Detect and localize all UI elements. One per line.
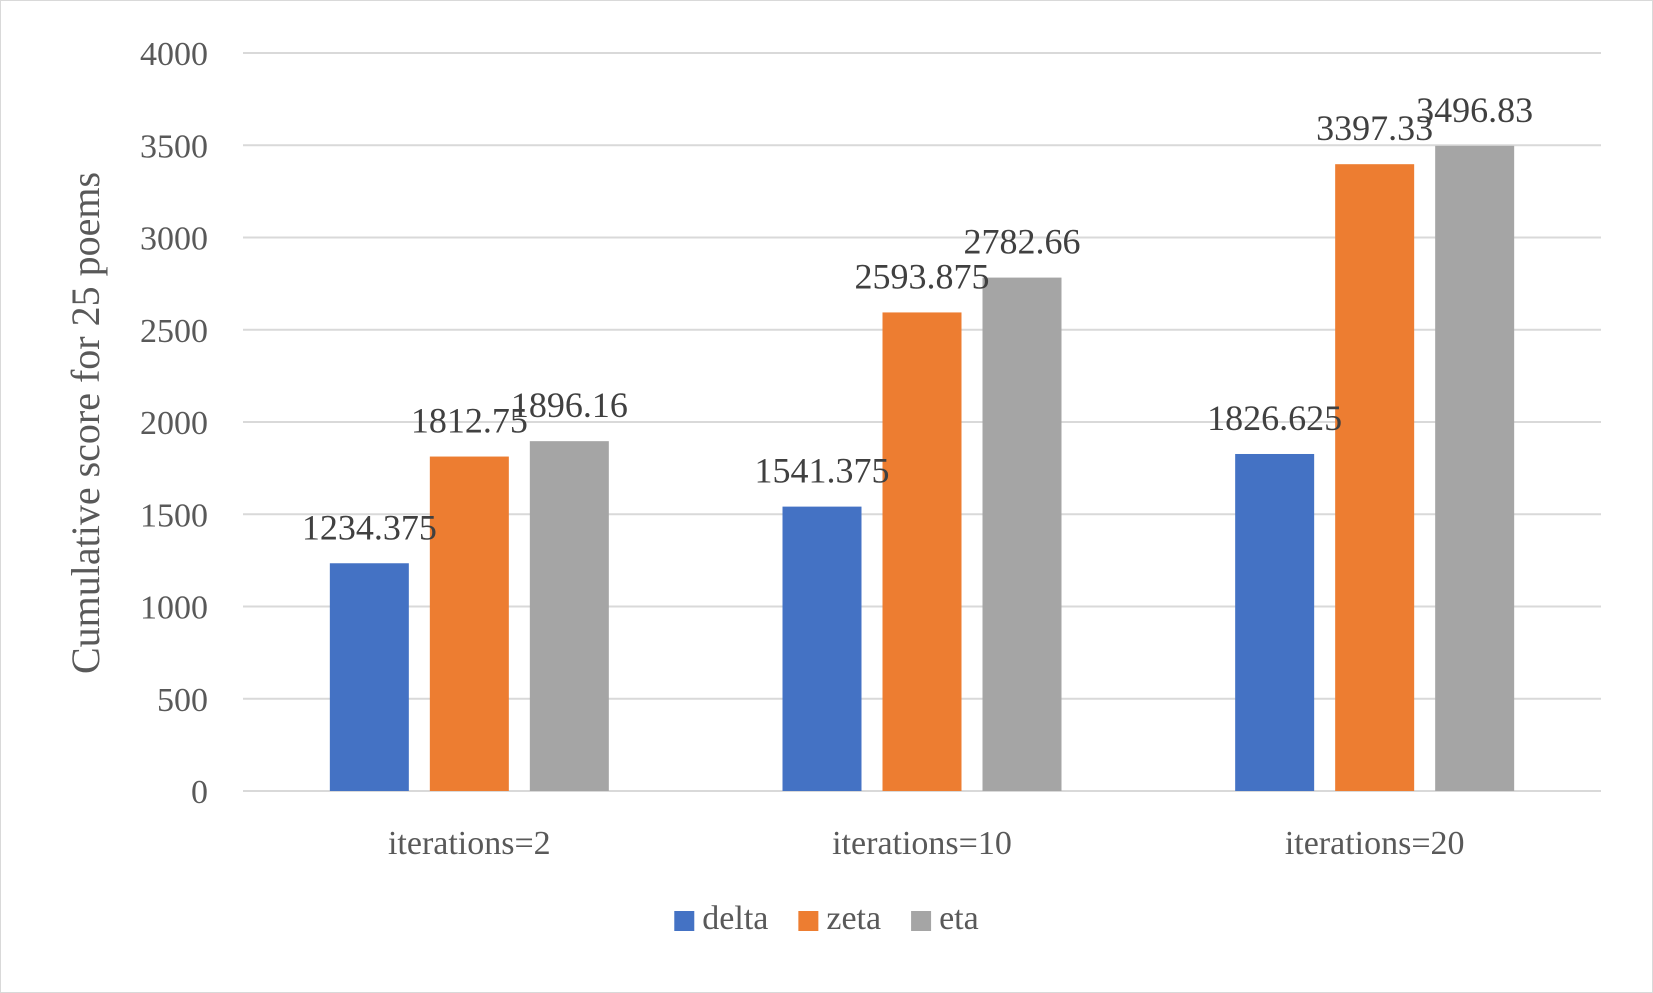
data-label: 1896.16 [511, 385, 628, 425]
bar-eta [529, 441, 609, 791]
y-tick-label: 2500 [140, 313, 208, 350]
y-axis-ticks: 0 500 1000 1500 2000 2500 3000 3500 4000 [140, 36, 208, 811]
legend-label-eta: eta [939, 900, 979, 937]
legend-swatch-zeta [798, 911, 819, 931]
legend-label-zeta: zeta [826, 900, 881, 937]
bar-delta [329, 563, 409, 791]
x-axis-categories: iterations=2 iterations=10 iterations=20 [388, 825, 1465, 862]
legend-swatch-eta [911, 911, 932, 931]
data-label: 1541.375 [755, 451, 890, 491]
y-tick-label: 500 [157, 682, 208, 719]
data-label: 3397.33 [1316, 108, 1433, 148]
y-tick-label: 0 [191, 774, 208, 811]
data-label: 1826.625 [1207, 398, 1342, 438]
bar-zeta [1335, 164, 1415, 791]
y-axis-title: Cumulative score for 25 poems [63, 172, 108, 674]
bar-eta [982, 277, 1062, 791]
data-label: 2782.66 [964, 222, 1081, 262]
bars [329, 145, 1515, 792]
bar-zeta [429, 456, 509, 791]
y-tick-label: 1000 [140, 590, 208, 627]
legend-label-delta: delta [702, 900, 768, 937]
x-category-label: iterations=20 [1285, 825, 1465, 862]
data-label: 1812.75 [411, 401, 528, 441]
bar-zeta [882, 312, 962, 791]
data-label: 1234.375 [302, 507, 437, 547]
bar-delta [1235, 453, 1315, 791]
legend: delta zeta eta [674, 900, 979, 937]
x-category-label: iterations=10 [832, 825, 1012, 862]
y-tick-label: 3500 [140, 128, 208, 165]
data-label: 2593.875 [855, 256, 990, 296]
data-label: 3496.83 [1416, 90, 1533, 130]
x-category-label: iterations=2 [388, 825, 551, 862]
y-tick-label: 2000 [140, 405, 208, 442]
y-tick-label: 3000 [140, 221, 208, 258]
legend-swatch-delta [674, 911, 695, 931]
y-tick-label: 1500 [140, 497, 208, 534]
y-tick-label: 4000 [140, 36, 208, 73]
bar-eta [1435, 145, 1515, 792]
bar-delta [782, 506, 862, 791]
